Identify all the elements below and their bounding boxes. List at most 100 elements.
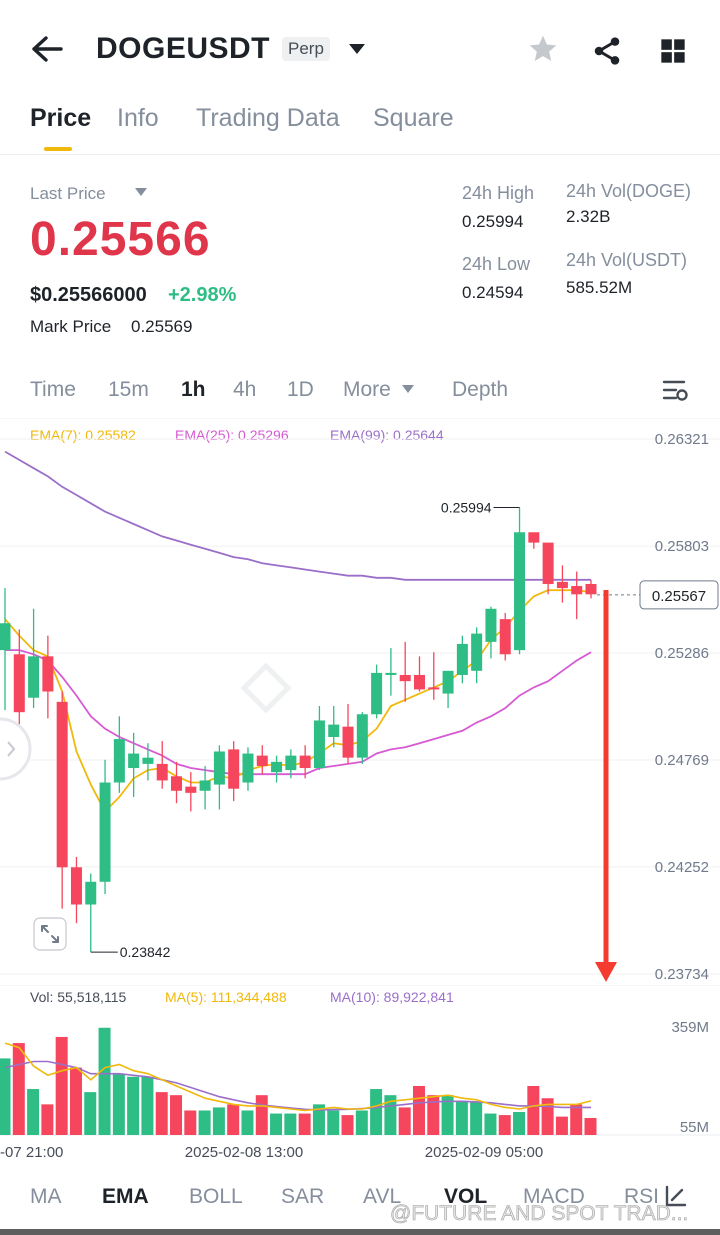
star-icon[interactable] <box>527 33 559 65</box>
symbol-title[interactable]: DOGEUSDT <box>96 32 271 65</box>
vol-legend: Vol: 55,518,115 <box>30 989 126 1005</box>
ind-vol[interactable]: VOL <box>444 1185 488 1208</box>
volume-bar <box>470 1101 483 1135</box>
tf-15m[interactable]: 15m <box>108 378 149 401</box>
watermark-text: @FUTURE AND SPOT TRAD... <box>390 1202 689 1226</box>
volume-bar <box>27 1089 40 1135</box>
tab-price[interactable]: Price <box>30 104 92 132</box>
tf-1h[interactable]: 1h <box>181 378 206 401</box>
last-price-value: 0.25566 <box>30 213 211 266</box>
tab-square[interactable]: Square <box>373 104 454 132</box>
ind-boll[interactable]: BOLL <box>189 1185 243 1208</box>
volume-bar <box>312 1104 325 1135</box>
y-tick-label: 0.24769 <box>655 752 709 769</box>
ind-rsi[interactable]: RSI <box>624 1185 660 1208</box>
volume-bar <box>141 1076 154 1135</box>
caret-down-icon[interactable] <box>402 385 414 394</box>
tf-depth[interactable]: Depth <box>452 378 509 401</box>
bottom-divider <box>0 1229 720 1235</box>
y-tick-label: 0.23734 <box>655 966 709 983</box>
vol-doge-label: 24h Vol(DOGE) <box>566 181 692 201</box>
volume-bar <box>98 1027 111 1135</box>
volume-bar <box>270 1113 283 1135</box>
candle-body <box>242 753 254 783</box>
back-arrow-icon[interactable] <box>30 34 64 64</box>
candle-body <box>199 780 211 791</box>
x-axis-label: 2025-02-08 13:00 <box>185 1144 303 1161</box>
volume-bar <box>198 1110 211 1135</box>
x-axis-label: -07 21:00 <box>0 1144 63 1161</box>
caret-down-icon[interactable] <box>135 188 147 197</box>
volume-bar <box>127 1076 140 1135</box>
candle-body <box>499 619 511 655</box>
volume-bar <box>513 1112 526 1135</box>
tf-4h[interactable]: 4h <box>233 378 257 401</box>
high-label: 24h High <box>462 183 535 203</box>
tf-more[interactable]: More <box>343 378 391 401</box>
ind-ma[interactable]: MA <box>30 1185 62 1208</box>
volume-bar <box>0 1058 11 1135</box>
ma10-legend: MA(10): 89,922,841 <box>330 989 454 1005</box>
share-icon[interactable] <box>591 35 623 67</box>
ind-ema[interactable]: EMA <box>102 1185 149 1208</box>
tf-1d[interactable]: 1D <box>287 378 314 401</box>
x-axis-label: 2025-02-09 05:00 <box>425 1144 543 1161</box>
low-label: 24h Low <box>462 254 531 274</box>
candle-body <box>142 757 154 764</box>
volume-bar <box>241 1110 254 1135</box>
grid-icon[interactable] <box>659 37 687 65</box>
candle-body <box>413 674 425 690</box>
ind-sar[interactable]: SAR <box>281 1185 325 1208</box>
volume-bar <box>112 1073 125 1135</box>
volume-bar <box>84 1092 97 1135</box>
candle-body <box>328 724 340 738</box>
red-arrow-head <box>595 962 617 982</box>
volume-bar <box>55 1036 68 1135</box>
candle-body <box>185 786 197 793</box>
volume-bar <box>412 1085 425 1135</box>
tab-trading-data[interactable]: Trading Data <box>196 104 340 132</box>
volume-bar <box>41 1104 54 1135</box>
candle-body <box>70 867 82 905</box>
candlestick-chart[interactable]: 0.26321 0.25803 0.25286 0.24769 0.24252 0.237… <box>0 418 720 988</box>
high-value: 0.25994 <box>462 212 524 231</box>
ma5-legend: MA(5): 111,344,488 <box>165 989 287 1005</box>
edit-indicator-icon[interactable] <box>664 1184 688 1208</box>
volume-bar <box>398 1107 411 1135</box>
candle-body <box>399 674 411 682</box>
ema25-line <box>5 649 592 776</box>
candle-body <box>256 755 268 766</box>
volume-bar <box>255 1095 268 1135</box>
candle-body <box>485 608 497 642</box>
ind-avl[interactable]: AVL <box>363 1185 402 1208</box>
change-percent: +2.98% <box>168 284 237 306</box>
vol-y-tick-label: 55M <box>680 1119 709 1136</box>
low-value: 0.24594 <box>462 283 524 302</box>
candle-body <box>442 670 454 694</box>
candle-body <box>542 542 554 584</box>
volume-bar <box>298 1113 311 1135</box>
tab-info[interactable]: Info <box>117 104 159 132</box>
volume-bar <box>441 1095 454 1135</box>
candle-body <box>56 701 68 868</box>
y-tick-label: 0.26321 <box>655 431 709 448</box>
usd-price: $0.25566000 <box>30 284 147 306</box>
candle-body <box>313 720 325 769</box>
volume-bar <box>570 1104 583 1135</box>
chart-settings-icon[interactable] <box>662 379 690 403</box>
ema99-line <box>4 450 591 581</box>
ind-macd[interactable]: MACD <box>523 1185 585 1208</box>
volume-bar <box>455 1101 468 1135</box>
last-price-label[interactable]: Last Price <box>30 184 106 203</box>
candle-body <box>342 726 354 758</box>
tf-time[interactable]: Time <box>30 378 76 401</box>
candle-body <box>228 749 240 789</box>
vol-doge-value: 2.32B <box>566 207 611 226</box>
candle-body <box>28 656 40 698</box>
expand-icon[interactable] <box>33 917 67 951</box>
candle-body <box>13 654 25 713</box>
caret-down-icon[interactable] <box>347 42 367 56</box>
candle-body <box>99 782 111 882</box>
candle-body <box>371 672 383 715</box>
volume-bar <box>69 1067 82 1135</box>
